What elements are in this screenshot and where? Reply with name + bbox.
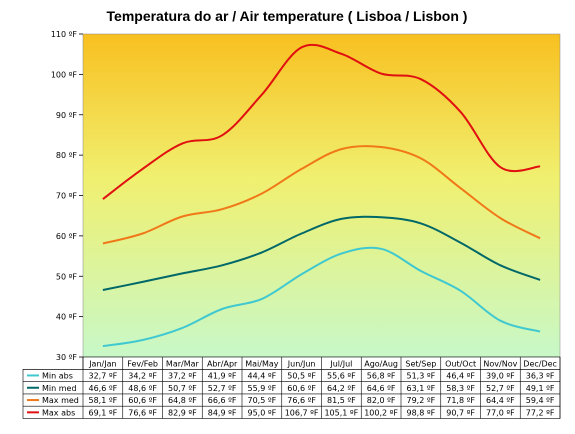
legend-label: Min med bbox=[42, 384, 77, 393]
x-category-label: Jun/Jun bbox=[287, 359, 316, 368]
table-cell: 58,1 ºF bbox=[89, 396, 118, 405]
y-axis: 110 ºF 100 ºF 90 ºF 80 ºF 70 ºF 60 ºF 50 ºF 40 … bbox=[51, 30, 83, 362]
table-cell: 106,7 ºF bbox=[285, 409, 319, 418]
series-lines bbox=[102, 43, 541, 348]
table-cell: 90,7 ºF bbox=[446, 409, 475, 418]
table-cell: 70,5 ºF bbox=[248, 396, 277, 405]
table-cell: 64,4 ºF bbox=[486, 396, 515, 405]
table-cell: 77,0 ºF bbox=[486, 409, 515, 418]
table-cell: 66,6 ºF bbox=[208, 396, 237, 405]
table-cell: 60,6 ºF bbox=[128, 396, 157, 405]
table-cell: 76,6 ºF bbox=[128, 409, 157, 418]
table-cell: 59,4 ºF bbox=[526, 396, 555, 405]
series-line-max-abs bbox=[102, 43, 541, 200]
table-cell: 52,7 ºF bbox=[486, 384, 515, 393]
x-category-label: Ago/Aug bbox=[364, 359, 398, 368]
y-tick-label: 90 ºF bbox=[56, 111, 77, 120]
table-cell: 60,6 ºF bbox=[287, 384, 316, 393]
table-cell: 64,6 ºF bbox=[367, 384, 396, 393]
table-cell: 69,1 ºF bbox=[89, 409, 118, 418]
table-cell: 63,1 ºF bbox=[407, 384, 436, 393]
table-cell: 48,6 ºF bbox=[128, 384, 157, 393]
y-tick-label: 60 ºF bbox=[56, 232, 77, 241]
table-cell: 41,9 ºF bbox=[208, 372, 237, 381]
x-category-label: Mai/May bbox=[245, 359, 279, 368]
table-cell: 51,3 ºF bbox=[407, 372, 436, 381]
series-line-min-abs bbox=[102, 246, 541, 348]
table-cell: 77,2 ºF bbox=[526, 409, 555, 418]
plot-area bbox=[82, 33, 561, 358]
table-cell: 46,6 ºF bbox=[89, 384, 118, 393]
x-category-label: Abr/Apr bbox=[207, 359, 238, 368]
table-cell: 82,0 ºF bbox=[367, 396, 396, 405]
x-category-label: Set/Sep bbox=[405, 359, 436, 368]
x-category-label: Jan/Jan bbox=[88, 359, 116, 368]
table-cell: 44,4 ºF bbox=[248, 372, 277, 381]
table-cell: 81,5 ºF bbox=[327, 396, 356, 405]
table-cell: 56,8 ºF bbox=[367, 372, 396, 381]
table-cell: 50,5 ºF bbox=[287, 372, 316, 381]
legend-label: Min abs bbox=[42, 372, 73, 381]
chart-title: Temperatura do ar / Air temperature ( Li… bbox=[107, 8, 468, 24]
x-category-label: Out/Oct bbox=[445, 359, 476, 368]
series-line-min-med bbox=[102, 215, 541, 291]
y-tick-label: 50 ºF bbox=[56, 272, 77, 281]
table-cell: 52,7 ºF bbox=[208, 384, 237, 393]
series-line-max-med bbox=[102, 145, 541, 245]
table-cell: 46,4 ºF bbox=[446, 372, 475, 381]
table-cell: 105,1 ºF bbox=[324, 409, 358, 418]
y-tick-label: 100 ºF bbox=[51, 70, 78, 79]
table-cell: 49,1 ºF bbox=[526, 384, 555, 393]
x-category-label: Fev/Feb bbox=[127, 359, 158, 368]
y-tick-label: 30 ºF bbox=[56, 353, 77, 362]
table-cell: 98,8 ºF bbox=[407, 409, 436, 418]
table-cell: 95,0 ºF bbox=[248, 409, 277, 418]
table-cell: 100,2 ºF bbox=[364, 409, 398, 418]
table-cell: 84,9 ºF bbox=[208, 409, 237, 418]
legend-label: Max abs bbox=[42, 409, 75, 418]
table-cell: 36,3 ºF bbox=[526, 372, 555, 381]
table-cell: 64,2 ºF bbox=[327, 384, 356, 393]
table-cell: 50,7 ºF bbox=[168, 384, 197, 393]
x-category-label: Dec/Dec bbox=[523, 359, 557, 368]
table-cell: 32,7 ºF bbox=[89, 372, 118, 381]
table-cell: 79,2 ºF bbox=[407, 396, 436, 405]
table-cell: 55,6 ºF bbox=[327, 372, 356, 381]
data-table: Jan/Jan Fev/Feb Mar/Mar Abr/Apr Mai/May Jun/J… bbox=[22, 356, 561, 419]
table-cell: 55,9 ºF bbox=[248, 384, 277, 393]
y-tick-label: 80 ºF bbox=[56, 151, 77, 160]
y-tick-label: 110 ºF bbox=[51, 30, 78, 39]
table-cell: 82,9 ºF bbox=[168, 409, 197, 418]
y-tick-label: 40 ºF bbox=[56, 313, 77, 322]
table-cell: 64,8 ºF bbox=[168, 396, 197, 405]
table-cell: 71,8 ºF bbox=[446, 396, 475, 405]
table-cell: 37,2 ºF bbox=[168, 372, 197, 381]
y-tick-label: 70 ºF bbox=[56, 192, 77, 201]
table-cell: 39,0 ºF bbox=[486, 372, 515, 381]
x-category-label: Mar/Mar bbox=[166, 359, 200, 368]
x-category-label: Nov/Nov bbox=[483, 359, 517, 368]
table-cell: 58,3 ºF bbox=[446, 384, 475, 393]
table-cell: 76,6 ºF bbox=[287, 396, 316, 405]
x-category-label: Jul/Jul bbox=[329, 359, 352, 368]
legend-label: Max med bbox=[42, 396, 79, 405]
table-cell: 34,2 ºF bbox=[128, 372, 157, 381]
